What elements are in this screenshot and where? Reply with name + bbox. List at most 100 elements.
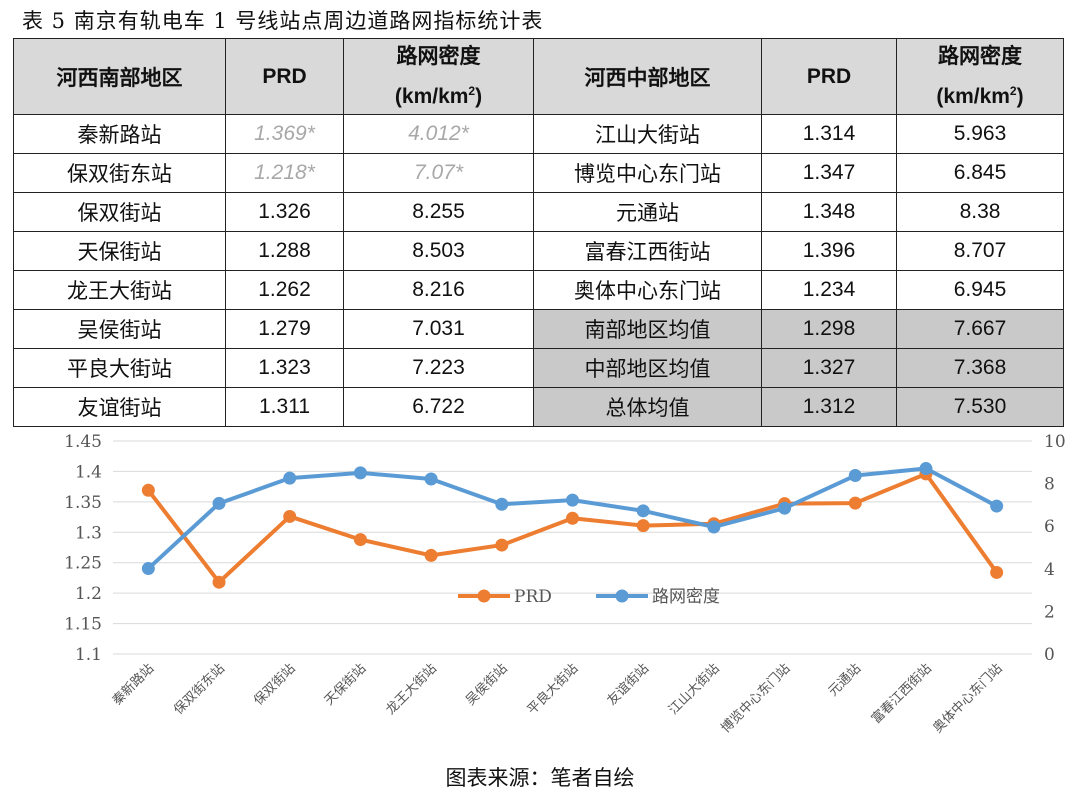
table-row: 秦新路站 1.369* 4.012* 江山大街站 1.314 5.963: [13, 114, 1064, 154]
prd-cell: 1.369*: [225, 114, 344, 154]
station-cell: 保双街东站: [13, 153, 226, 193]
x-tick-label: 秦新路站: [109, 661, 157, 709]
prd-cell: 1.311: [225, 387, 344, 427]
table-header-row: 河西南部地区 PRD 路网密度 (km/km2) 河西中部地区 PRD 路网密度…: [13, 38, 1064, 115]
density-cell: 4.012*: [343, 114, 534, 154]
data-point: [848, 469, 862, 483]
density-cell: 6.845: [896, 153, 1064, 193]
y-left-tick-label: 1.35: [64, 493, 102, 513]
density-cell: 7.530: [896, 387, 1064, 427]
density-cell: 7.667: [896, 309, 1064, 349]
data-point: [778, 501, 792, 515]
density-header-label: 路网密度: [938, 44, 1022, 68]
density-cell: 7.031: [343, 309, 534, 349]
density-cell: 8.216: [343, 270, 534, 310]
y-left-tick-label: 1.25: [64, 554, 102, 574]
density-cell: 8.38: [896, 192, 1064, 232]
data-point: [990, 565, 1004, 579]
y-left-tick-label: 1.15: [64, 615, 102, 635]
legend-label: PRD: [514, 587, 552, 607]
x-tick-label: 江山大街站: [666, 661, 723, 718]
x-tick-label: 友谊街站: [604, 661, 652, 709]
prd-cell: 1.347: [761, 153, 897, 193]
table-row: 保双街东站 1.218* 7.07* 博览中心东门站 1.347 6.845: [13, 153, 1064, 193]
header-prd-left: PRD: [225, 38, 344, 115]
data-point: [636, 519, 650, 533]
prd-cell: 1.288: [225, 231, 344, 271]
density-header-unit: (km/km2): [936, 83, 1024, 108]
header-prd-right: PRD: [761, 38, 897, 115]
y-left-tick-label: 1.2: [75, 584, 102, 604]
station-cell: 江山大街站: [533, 114, 762, 154]
station-cell: 博览中心东门站: [533, 153, 762, 193]
table-row: 龙王大街站 1.262 8.216 奥体中心东门站 1.234 6.945: [13, 270, 1064, 310]
data-point: [141, 483, 155, 497]
y-right-tick-label: 2: [1044, 602, 1055, 622]
station-cell: 富春江西街站: [533, 231, 762, 271]
station-cell: 奥体中心东门站: [533, 270, 762, 310]
station-cell: 平良大街站: [13, 348, 226, 388]
x-tick-label: 保双街站: [251, 661, 298, 708]
legend-swatch-marker: [477, 589, 491, 603]
header-density-right: 路网密度 (km/km2): [896, 38, 1064, 115]
data-point: [566, 493, 579, 507]
station-cell: 秦新路站: [13, 114, 226, 154]
y-right-tick-label: 10: [1044, 432, 1066, 452]
table-caption: 表 5 南京有轨电车 1 号线站点周边道路网指标统计表: [22, 9, 544, 33]
density-cell: 8.255: [343, 192, 534, 232]
data-point: [636, 504, 650, 518]
y-right-tick-label: 6: [1044, 517, 1055, 537]
density-cell: 8.503: [343, 231, 534, 271]
density-cell: 6.945: [896, 270, 1064, 310]
figure-source: 图表来源：笔者自绘: [445, 766, 635, 790]
header-density-left: 路网密度 (km/km2): [343, 38, 534, 115]
data-point: [283, 509, 297, 523]
prd-cell: 1.323: [225, 348, 344, 388]
x-tick-label: 博览中心东门站: [718, 661, 794, 737]
station-cell: 友谊街站: [13, 387, 226, 427]
density-cell: 8.707: [896, 231, 1064, 271]
y-right-tick-label: 8: [1044, 475, 1055, 495]
station-cell: 天保街站: [13, 231, 226, 271]
data-point: [707, 520, 721, 534]
x-tick-label: 保双街东站: [171, 661, 228, 718]
y-left-tick-label: 1.1: [75, 645, 102, 665]
density-header-unit: (km/km2): [394, 83, 483, 108]
prd-cell: 1.279: [225, 309, 344, 349]
series-line-prd: [146, 471, 999, 585]
y-left-tick-label: 1.4: [75, 462, 102, 482]
data-point: [353, 466, 367, 480]
table-row: 吴侯街站 1.279 7.031 南部地区均值 1.298 7.667: [13, 309, 1064, 349]
prd-cell: 1.326: [225, 192, 344, 232]
data-point: [990, 499, 1004, 513]
data-point: [424, 472, 438, 486]
data-point: [848, 496, 862, 510]
station-cell: 吴侯街站: [13, 309, 226, 349]
data-point: [283, 471, 297, 485]
data-point: [212, 496, 226, 510]
y-left-tick-label: 1.45: [64, 432, 102, 452]
prd-cell: 1.218*: [225, 153, 344, 193]
data-point: [353, 533, 367, 547]
station-cell: 总体均值: [533, 387, 762, 427]
x-tick-label: 元通站: [826, 661, 864, 699]
legend-label: 路网密度: [652, 587, 720, 607]
data-point: [424, 548, 438, 562]
x-tick-label: 奥体中心东门站: [931, 661, 1006, 736]
y-left-tick-label: 1.3: [75, 523, 102, 543]
legend-swatch-marker: [615, 589, 629, 603]
density-header-label: 路网密度: [396, 44, 481, 68]
prd-cell: 1.234: [761, 270, 897, 310]
prd-cell: 1.298: [761, 309, 897, 349]
data-point: [919, 462, 933, 476]
data-point: [212, 575, 226, 589]
station-cell: 保双街站: [13, 192, 226, 232]
prd-cell: 1.327: [761, 348, 897, 388]
y-right-tick-label: 0: [1044, 645, 1055, 665]
table-row: 保双街站 1.326 8.255 元通站 1.348 8.38: [13, 192, 1064, 232]
x-tick-label: 平良大街站: [524, 661, 581, 718]
header-south-region: 河西南部地区: [13, 38, 226, 115]
table-row: 友谊街站 1.311 6.722 总体均值 1.312 7.530: [13, 387, 1064, 427]
data-point: [495, 497, 509, 511]
density-cell: 7.07*: [343, 153, 534, 193]
